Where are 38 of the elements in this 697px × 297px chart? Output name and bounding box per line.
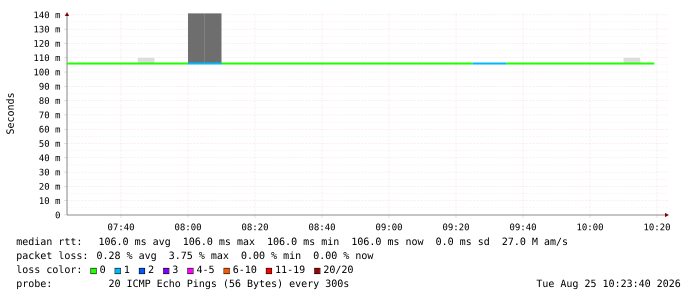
legend-title: loss color:: [17, 265, 80, 274]
y-tick-label: 120 m: [34, 40, 60, 47]
y-axis-title: Seconds: [6, 93, 14, 134]
y-tick-label: 110 m: [34, 54, 60, 62]
legend-label: 11-19: [276, 266, 304, 274]
legend-label: 6-10: [233, 266, 256, 274]
legend-label: 1: [125, 266, 130, 273]
x-tick-label: 09:20: [443, 224, 469, 230]
legend-label: 3: [172, 266, 178, 274]
y-tick-label: 70 m: [39, 112, 60, 118]
text: Tue Aug 25 10:23:40 2026: [536, 280, 680, 290]
legend-label: 4-5: [197, 266, 214, 274]
text: probe: 20 ICMP Echo Pings (56 Bytes) every 300s: [17, 279, 348, 290]
y-tick-label: 80 m: [39, 97, 60, 104]
y-tick-label: 130 m: [34, 26, 60, 33]
y-tick-label: 50 m: [39, 140, 60, 147]
x-tick-label: 08:40: [309, 224, 335, 230]
x-tick-label: 10:00: [578, 224, 603, 230]
y-tick-label: 40 m: [39, 154, 60, 162]
x-tick-label: 08:00: [175, 224, 201, 230]
y-tick-label: 100 m: [34, 68, 60, 76]
text: packet loss: 0.28 % avg 3.75 % max 0.00 % min 0.00 % now: [17, 251, 374, 262]
legend-label: 20/20: [324, 266, 353, 274]
y-tick-label: 30 m: [39, 168, 60, 176]
y-tick-label: 10 m: [40, 197, 60, 204]
y-tick-label: 60 m: [39, 126, 60, 133]
y-tick-label: 20 m: [39, 182, 60, 190]
y-tick-label: 140 m: [34, 11, 60, 18]
legend-label: 2: [148, 266, 154, 273]
legend-label: 0: [100, 266, 106, 274]
x-tick-label: 10:20: [644, 224, 670, 230]
x-tick-label: 08:20: [242, 224, 268, 230]
x-tick-label: 09:00: [376, 224, 402, 230]
y-tick-label: 0: [56, 212, 60, 218]
y-tick-label: 90 m: [39, 82, 60, 90]
text: median rtt: 106.0 ms avg 106.0 ms max 106.0 ms min 106.0 ms now 0.0 ms sd 27.0 M am/s: [16, 237, 568, 248]
x-tick-label: 07:40: [108, 224, 134, 230]
x-tick-label: 09:40: [510, 224, 536, 230]
